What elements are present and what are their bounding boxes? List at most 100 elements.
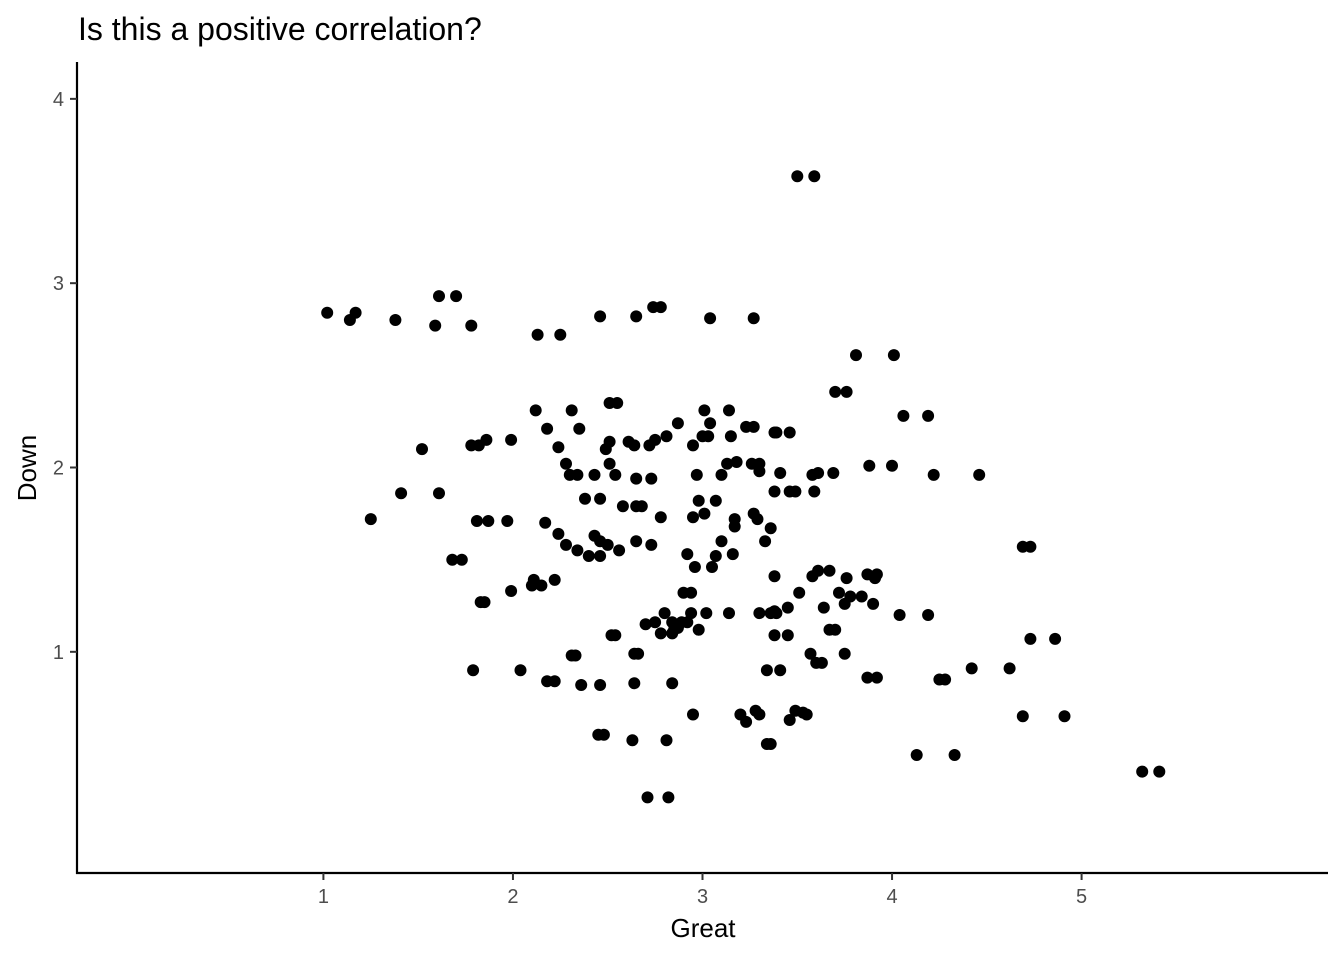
data-point [687,708,699,721]
data-point [594,679,607,691]
data-point [768,426,781,439]
data-points [321,170,1166,804]
data-point [658,607,671,620]
data-point [764,522,777,535]
data-point [579,492,591,505]
data-point [817,601,830,614]
data-point [948,749,961,761]
data-point [692,494,705,507]
data-point [730,456,743,468]
data-point [478,596,491,609]
data-point [815,656,828,669]
data-point [781,601,794,614]
data-point [535,579,548,592]
data-point [662,791,675,804]
data-point [1136,765,1149,778]
data-point [548,675,561,688]
data-point [829,385,842,398]
data-point [791,170,804,183]
data-point [704,312,717,325]
data-point [560,538,572,551]
data-point [597,728,610,741]
x-axis-title: Great [670,913,736,943]
data-point [630,535,643,548]
data-point [808,170,821,183]
data-point [922,609,935,621]
data-point [613,544,626,557]
data-point [480,433,493,446]
data-point [571,544,584,557]
data-point [715,535,728,548]
data-point [840,385,853,398]
chart-title: Is this a positive correlation? [78,11,482,47]
data-point [639,618,652,631]
data-point [812,564,825,577]
data-point [1024,632,1037,645]
data-point [812,467,825,479]
data-point [721,457,734,470]
data-point [666,677,679,690]
data-point [632,647,645,660]
data-point [687,511,699,524]
data-point [774,664,787,677]
y-tick-label: 3 [53,273,64,295]
data-point [789,485,802,498]
data-point [692,623,705,636]
data-point [700,607,713,620]
data-point [690,468,703,481]
data-point [747,312,760,325]
data-point [702,430,715,443]
data-point [569,649,582,662]
data-point [783,426,796,439]
x-axis-ticks: 1 2 3 4 5 [318,873,1087,908]
data-point [1003,662,1016,675]
data-point [628,439,641,452]
data-point [887,349,900,362]
data-point [582,550,595,562]
data-point [1016,710,1029,723]
data-point [654,301,667,314]
data-point [649,433,662,446]
data-point [753,465,766,478]
data-point [886,459,898,472]
data-point [793,586,806,599]
y-tick-label: 4 [53,89,64,111]
data-point [654,511,667,524]
data-point [465,319,478,332]
x-tick-label: 1 [318,886,329,908]
data-point [698,507,711,520]
data-point [939,673,952,686]
data-point [1049,632,1062,645]
data-point [855,590,868,603]
data-point [861,671,874,684]
data-point [751,513,764,526]
data-point [601,538,614,551]
y-tick-label: 1 [53,642,64,664]
data-point [704,417,717,430]
data-point [364,513,377,526]
data-point [764,738,777,750]
data-point [455,553,468,566]
data-point [660,734,673,747]
data-point [800,708,813,721]
data-point [774,467,787,479]
data-point [505,585,518,597]
data-point [783,714,796,726]
data-point [781,629,794,642]
data-point [726,548,739,561]
data-point [922,409,935,422]
data-point [626,734,639,747]
data-point [893,609,906,621]
x-tick-label: 4 [886,886,897,908]
data-point [724,430,737,443]
data-point [565,404,578,417]
data-point [609,468,622,481]
data-point [635,500,648,513]
data-point [709,494,722,507]
data-point [685,586,698,599]
data-point [641,791,654,804]
data-point [450,290,463,303]
data-point [514,664,527,677]
data-point [654,627,667,640]
data-point [973,468,986,481]
